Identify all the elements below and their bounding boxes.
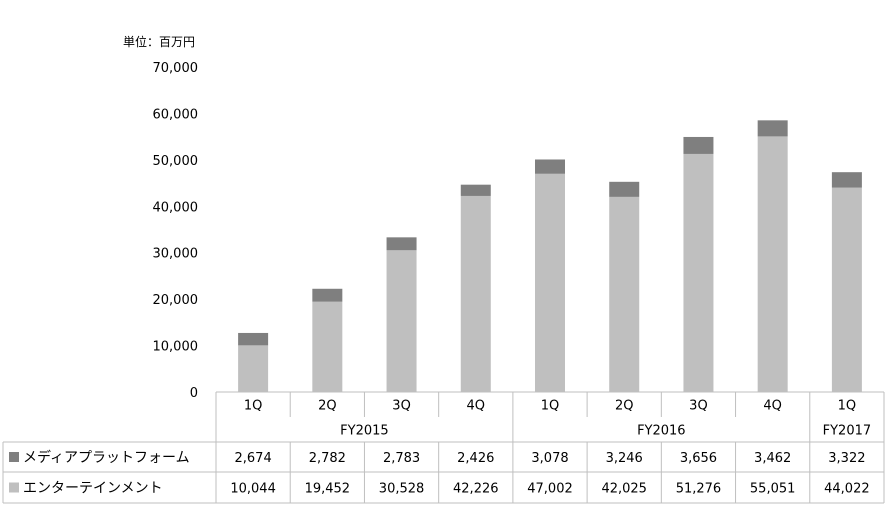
table-value: 19,452 [305, 482, 351, 497]
x-category-label: 4Q [467, 399, 486, 414]
y-tick-label: 20,000 [153, 293, 199, 308]
table-value: 2,783 [383, 451, 420, 466]
x-group-label: FY2016 [637, 424, 686, 439]
table-value: 30,528 [379, 482, 425, 497]
table-value: 42,025 [601, 482, 647, 497]
bars [238, 120, 862, 392]
table-value: 3,246 [606, 451, 643, 466]
legend-label: メディアプラットフォーム [23, 449, 190, 466]
table-value: 3,322 [828, 451, 865, 466]
x-group-label: FY2015 [340, 424, 389, 439]
y-tick-label: 10,000 [153, 340, 199, 355]
table-value: 10,044 [230, 482, 276, 497]
legend-swatch [9, 482, 19, 493]
y-tick-label: 60,000 [153, 107, 199, 122]
table-value: 3,656 [680, 451, 717, 466]
x-category-label: 1Q [244, 399, 263, 414]
bar-segment-entertainment [460, 195, 491, 392]
y-axis-ticks: 0 10,000 20,000 30,000 40,000 50,000 60,000 70,… [153, 61, 199, 401]
unit-label: 単位：百万円 [123, 34, 195, 49]
bar-segment-media-platform [460, 184, 491, 196]
bar-segment-media-platform [312, 288, 343, 302]
x-category-label: 1Q [838, 399, 857, 414]
y-tick-label: 50,000 [153, 154, 199, 169]
bar-segment-entertainment [238, 345, 269, 392]
table-value: 42,226 [453, 482, 499, 497]
bar-segment-entertainment [609, 196, 640, 392]
y-tick-label: 0 [190, 386, 198, 401]
table-value: 3,462 [754, 451, 791, 466]
bar-segment-entertainment [831, 187, 862, 392]
legend-swatch [9, 452, 19, 462]
table-value: 51,276 [676, 482, 722, 497]
table-value: 3,078 [531, 451, 568, 466]
bar-segment-media-platform [831, 172, 862, 188]
x-category-label: 3Q [689, 399, 708, 414]
bar-segment-entertainment [535, 173, 565, 392]
table-value: 2,674 [235, 451, 272, 466]
x-group-label: FY2017 [823, 424, 872, 439]
bar-segment-entertainment [683, 153, 714, 392]
bar-segment-media-platform [609, 181, 640, 197]
x-category-label: 2Q [615, 399, 634, 414]
bar-segment-media-platform [683, 136, 714, 154]
x-category-label: 3Q [392, 399, 411, 414]
legend-label: エンターテインメント [23, 481, 163, 497]
table-value: 2,426 [457, 451, 494, 466]
bar-segment-entertainment [312, 301, 343, 392]
bar-segment-media-platform [535, 159, 565, 174]
bar-segment-entertainment [757, 136, 788, 392]
x-category-label: 2Q [318, 399, 337, 414]
y-tick-label: 70,000 [153, 61, 199, 76]
bar-segment-media-platform [386, 237, 417, 251]
table-value: 55,051 [750, 482, 796, 497]
bar-segment-media-platform [238, 332, 269, 346]
bar-segment-media-platform [757, 120, 788, 137]
table-value: 44,022 [824, 482, 870, 497]
y-tick-label: 30,000 [153, 247, 199, 262]
x-category-label: 4Q [763, 399, 782, 414]
table-value: 2,782 [309, 451, 346, 466]
x-category-label: 1Q [541, 399, 560, 414]
table-value: 47,002 [527, 482, 573, 497]
bar-segment-entertainment [386, 250, 417, 392]
data-table: 1Q 2Q 3Q 4Q 1Q 2Q 3Q 4Q 1Q FY2015 FY2016 FY2017 メディア… [2, 391, 885, 504]
y-tick-label: 40,000 [153, 200, 199, 215]
